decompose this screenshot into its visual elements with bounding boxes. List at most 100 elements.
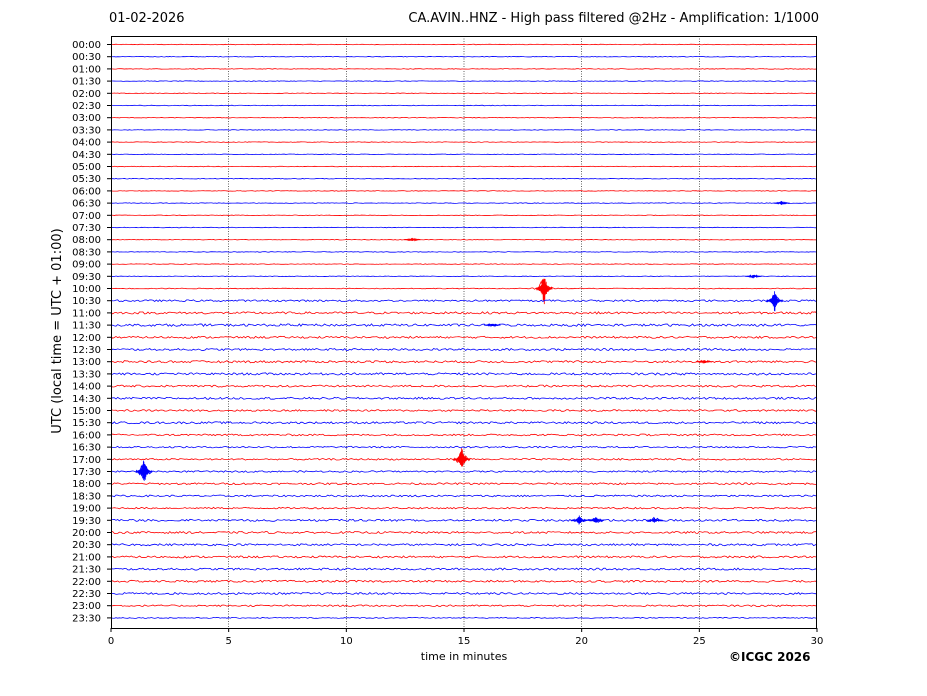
- trace-0000: [110, 43, 818, 46]
- plot-frame: [111, 36, 817, 629]
- trace-1930: [110, 516, 818, 523]
- trace-0030: [110, 55, 818, 58]
- y-tick-label: 17:30: [72, 467, 101, 478]
- y-tick-label: 06:00: [72, 186, 101, 197]
- y-tick-label: 15:30: [72, 418, 101, 429]
- trace-2030: [110, 543, 818, 547]
- event-burst: [403, 237, 421, 242]
- trace-2230: [110, 591, 818, 595]
- trace-1330: [110, 372, 818, 376]
- trace-0330: [110, 129, 817, 131]
- y-tick-label: 10:30: [72, 296, 101, 307]
- x-tick-label: 15: [458, 636, 471, 647]
- trace-2100: [110, 555, 818, 559]
- trace-layer: [110, 43, 818, 619]
- y-tick-label: 08:30: [72, 247, 101, 258]
- chart-title: CA.AVIN..HNZ - High pass filtered @2Hz -…: [408, 11, 819, 26]
- x-tick-label: 30: [811, 636, 824, 647]
- grid-lines: [228, 36, 700, 628]
- y-tick-label: 01:00: [72, 64, 101, 75]
- y-tick-label: 05:00: [72, 162, 101, 173]
- trace-1730: [110, 465, 818, 479]
- event-burst: [745, 274, 762, 279]
- trace-1830: [110, 494, 818, 498]
- y-tick-label: 13:30: [72, 369, 101, 380]
- trace-1030: [110, 295, 818, 303]
- y-tick-label: 22:30: [72, 589, 101, 600]
- y-tick-label: 02:30: [72, 101, 101, 112]
- trace-1630: [110, 445, 818, 449]
- y-tick-label: 20:30: [72, 540, 101, 551]
- x-axis-label: time in minutes: [421, 650, 508, 663]
- trace-0830: [110, 251, 818, 253]
- x-tick-label: 20: [575, 636, 588, 647]
- y-tick-label: 07:30: [72, 223, 101, 234]
- trace-1600: [110, 433, 818, 437]
- trace-0400: [110, 141, 818, 143]
- trace-1900: [110, 506, 818, 510]
- x-tick-label: 0: [108, 636, 114, 647]
- y-tick-label: 01:30: [72, 77, 101, 88]
- event-burst: [587, 516, 605, 523]
- trace-0630: [110, 200, 818, 205]
- y-tick-label: 04:30: [72, 150, 101, 161]
- event-burst: [570, 515, 588, 525]
- trace-0230: [110, 104, 818, 107]
- event-burst: [646, 517, 664, 523]
- event-burst: [483, 323, 501, 328]
- trace-0600: [110, 190, 818, 192]
- event-burst: [773, 201, 791, 205]
- y-tick-label: 05:30: [72, 174, 101, 185]
- trace-0530: [110, 177, 818, 180]
- y-tick-label: 19:30: [72, 516, 101, 527]
- y-tick-label: 14:30: [72, 394, 101, 405]
- y-tick-label: 10:00: [72, 284, 101, 295]
- trace-1800: [110, 482, 818, 486]
- y-tick-label: 17:00: [72, 455, 101, 466]
- event-burst: [453, 448, 471, 467]
- trace-0930: [110, 274, 818, 279]
- y-tick-label: 11:00: [72, 308, 101, 319]
- trace-1400: [110, 384, 818, 388]
- y-tick-label: 21:30: [72, 565, 101, 576]
- y-tick-label: 20:00: [72, 528, 101, 539]
- y-tick-label: 02:00: [72, 89, 101, 100]
- x-tick-label: 5: [225, 636, 231, 647]
- trace-1530: [110, 421, 818, 425]
- trace-0100: [110, 68, 818, 70]
- y-tick-label: 00:30: [72, 52, 101, 63]
- x-tick-label: 10: [340, 636, 353, 647]
- trace-1200: [110, 335, 818, 339]
- trace-1500: [110, 409, 818, 412]
- trace-2130: [110, 567, 818, 571]
- y-tick-label: 22:00: [72, 577, 101, 588]
- event-burst: [535, 278, 553, 305]
- y-tick-label: 09:30: [72, 272, 101, 283]
- y-tick-label: 15:00: [72, 406, 101, 417]
- y-tick-label: 06:30: [72, 199, 101, 210]
- trace-0500: [110, 165, 818, 168]
- trace-1300: [110, 360, 818, 364]
- copyright-text: ©ICGC 2026: [729, 650, 811, 664]
- y-tick-label: 11:30: [72, 321, 101, 332]
- y-tick-label: 23:30: [72, 613, 101, 624]
- event-burst: [766, 291, 784, 312]
- trace-0730: [110, 226, 818, 229]
- y-tick-label: 14:00: [72, 382, 101, 393]
- trace-0430: [110, 153, 818, 156]
- event-burst: [695, 359, 713, 364]
- y-tick-label: 08:00: [72, 235, 101, 246]
- y-tick-label: 23:00: [72, 601, 101, 612]
- trace-1430: [110, 396, 818, 400]
- y-tick-label: 00:00: [72, 40, 101, 51]
- y-tick-label: 07:00: [72, 211, 101, 222]
- y-tick-label: 13:00: [72, 357, 101, 368]
- y-tick-label: 16:00: [72, 430, 101, 441]
- trace-0300: [110, 116, 818, 119]
- y-tick-label: 21:00: [72, 552, 101, 563]
- trace-1130: [110, 323, 818, 327]
- trace-0200: [110, 92, 818, 95]
- trace-1230: [110, 347, 818, 352]
